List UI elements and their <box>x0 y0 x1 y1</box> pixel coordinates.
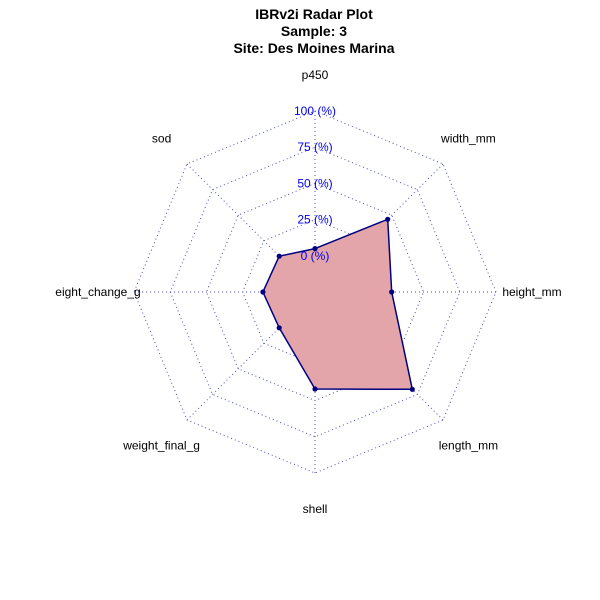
axis-label-weight_final_g: weight_final_g <box>122 438 200 452</box>
tick-label: 100 (%) <box>294 104 336 118</box>
axis-label-eight_change_g: eight_change_g <box>55 285 140 299</box>
tick-label: 50 (%) <box>297 176 332 190</box>
data-point-weight_final_g <box>276 325 282 331</box>
axis-label-height_mm: height_mm <box>502 285 561 299</box>
data-point-length_mm <box>409 386 415 392</box>
chart-title: IBRv2i Radar Plot <box>255 6 373 22</box>
data-point-sod <box>276 253 282 259</box>
data-point-width_mm <box>385 216 391 222</box>
grid-ring <box>133 110 497 474</box>
series-area <box>262 218 414 391</box>
axis-label-length_mm: length_mm <box>439 438 498 452</box>
tick-label: 25 (%) <box>297 213 332 227</box>
axis-label-width_mm: width_mm <box>440 132 496 146</box>
axis-label-p450: p450 <box>302 68 329 82</box>
data-point-shell <box>312 386 318 392</box>
chart-subtitle-site: Site: Des Moines Marina <box>233 40 394 56</box>
tick-label: 0 (%) <box>301 249 330 263</box>
axis-label-sod: sod <box>152 132 171 146</box>
radar-tick-labels: 0 (%) 25 (%) 50 (%) 75 (%) 100 (%) <box>294 104 336 263</box>
axis-label-shell: shell <box>303 502 328 516</box>
chart-subtitle-sample: Sample: 3 <box>281 23 347 39</box>
radar-series <box>260 216 415 392</box>
data-point-p450 <box>312 246 318 252</box>
data-point-height_mm <box>389 289 395 295</box>
tick-label: 75 (%) <box>297 140 332 154</box>
data-point-eight_change_g <box>260 289 266 295</box>
